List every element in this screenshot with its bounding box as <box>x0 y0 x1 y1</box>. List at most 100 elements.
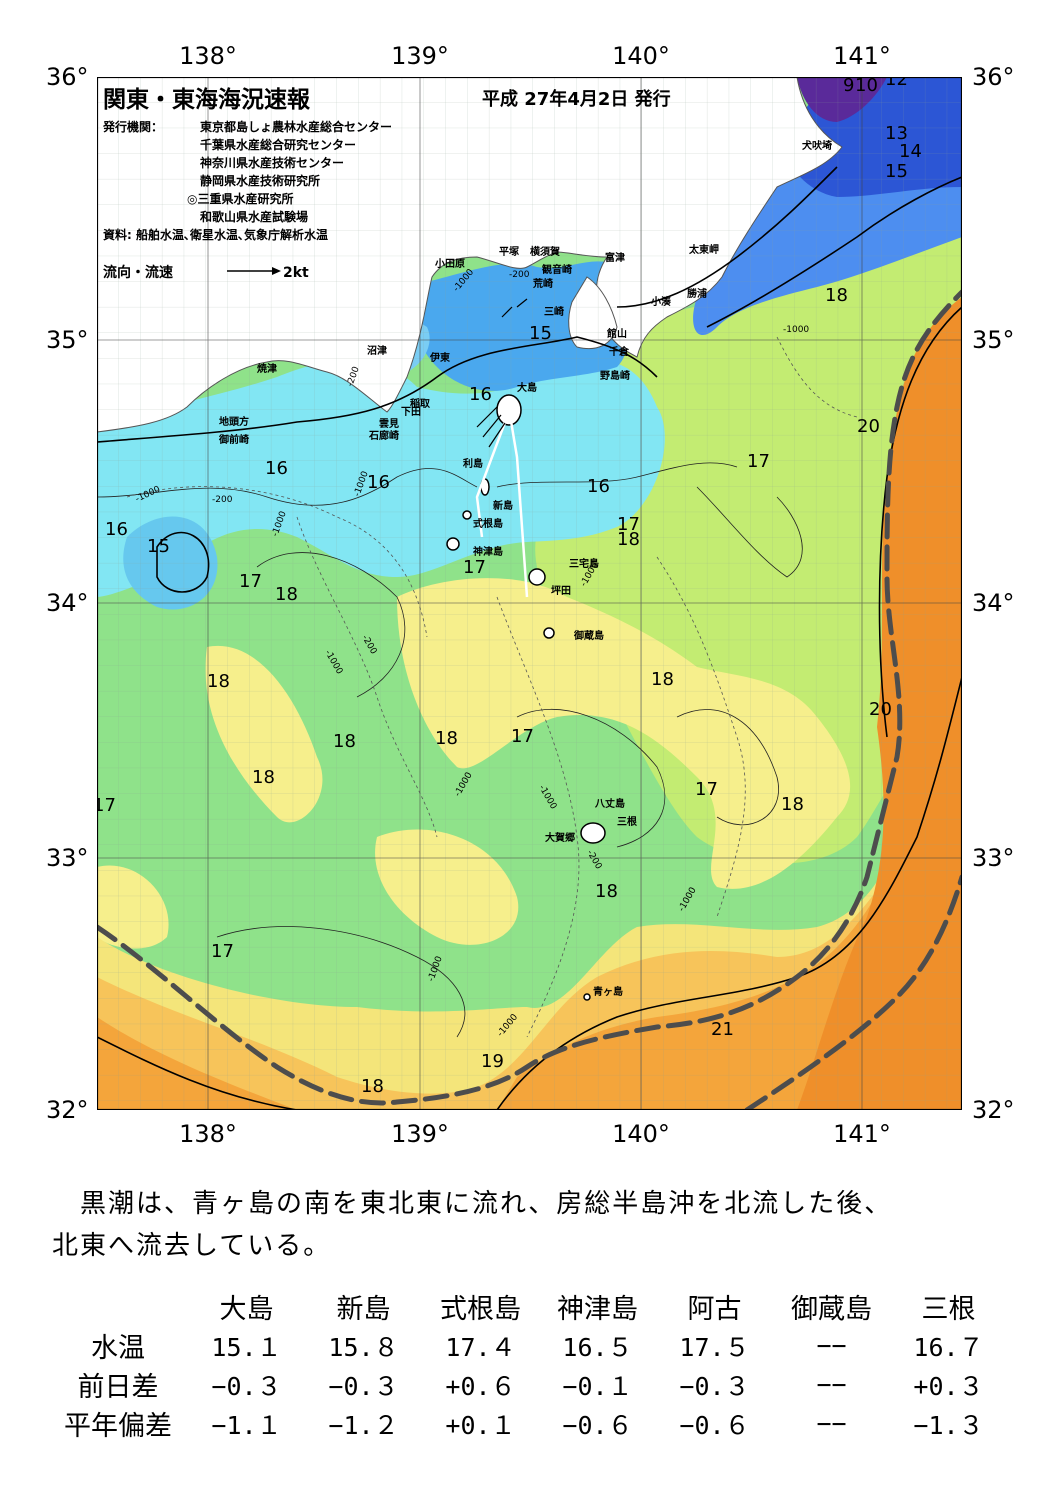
row-label: 平年偏差 <box>64 1411 172 1442</box>
table-cell: 16.７ <box>913 1332 984 1362</box>
place-label: 大賀郷 <box>545 831 575 844</box>
table-cell: −− <box>816 1331 847 1360</box>
place-label: 荒崎 <box>532 277 553 290</box>
lat-tick-left: 35° <box>46 326 89 354</box>
kuroshio-summary: 黒潮は、青ヶ島の南を東北東に流れ、房総半島沖を北流した後、 北東へ流去している。 <box>52 1183 1012 1267</box>
isotherm-label: 12 <box>885 77 908 90</box>
isotherm-label: 18 <box>207 671 230 692</box>
kuroshio-axis <box>97 289 962 1106</box>
isotherm-label: 18 <box>252 767 275 788</box>
lat-tick-right: 32° <box>972 1096 1015 1124</box>
isotherm-label: 18 <box>617 529 640 550</box>
place-label: 青ヶ島 <box>593 985 623 998</box>
issuer: 神奈川県水産技術センター <box>200 155 344 170</box>
table-cell: −− <box>816 1409 847 1438</box>
island-temperature-table: 大島 新島 式根島 神津島 阿古 御蔵島 三根 水温 15.１ 15.８ 17.… <box>48 1287 1007 1443</box>
lat-tick-right: 33° <box>972 844 1015 872</box>
column-header: 式根島 <box>440 1294 521 1325</box>
place-label: 伊東 <box>429 351 450 364</box>
flow-legend-label: 流向・流速 <box>103 264 173 281</box>
isotherm-label: 17 <box>211 941 234 962</box>
isotherm-label: 15 <box>885 161 908 182</box>
table-cell: −1.３ <box>913 1410 984 1440</box>
lat-tick-right: 36° <box>972 63 1015 91</box>
table-cell: −0.３ <box>211 1371 282 1401</box>
place-label: 千倉 <box>609 345 630 358</box>
isotherm-label: 13 <box>885 123 908 144</box>
isotherm-label: 17 <box>239 571 262 592</box>
isotherm-label: 17 <box>617 514 640 535</box>
table-cell: 17.４ <box>445 1332 516 1362</box>
lon-tick-top: 139° <box>391 42 449 70</box>
place-label: 勝浦 <box>687 287 707 300</box>
table-cell: −0.６ <box>562 1410 633 1440</box>
summary-line: 黒潮は、青ヶ島の南を東北東に流れ、房総半島沖を北流した後、 <box>52 1189 893 1219</box>
isotherm-label: 18 <box>435 728 458 749</box>
depth-label: -200 <box>509 270 530 280</box>
isotherm-label: 16 <box>367 472 390 493</box>
depth-label: -200 <box>212 495 233 505</box>
place-label: 三根 <box>617 815 637 828</box>
isotherm-label: 14 <box>899 141 922 162</box>
table-cell: −0.３ <box>328 1371 399 1401</box>
place-label: 稲取 <box>410 397 431 410</box>
issue-date: 平成 27年4月2日 発行 <box>482 88 671 110</box>
table-cell: 17.５ <box>679 1332 750 1362</box>
place-label: 利島 <box>463 457 483 470</box>
place-label: 野島崎 <box>600 369 630 382</box>
table-cell: −− <box>816 1370 847 1399</box>
island-miyakejima <box>528 568 546 586</box>
isotherm-label: 18 <box>595 881 618 902</box>
place-label: 坪田 <box>551 584 571 597</box>
isotherm-label: 16 <box>469 384 492 405</box>
issuer: 東京都島しょ農林水産総合センター <box>200 119 392 134</box>
lon-tick-bottom: 141° <box>833 1120 891 1148</box>
kuroshio-axis-offshore <box>744 874 962 1110</box>
table-row: 平年偏差 −1.１ −1.２ +0.１ −0.６ −0.６ −− −1.３ <box>48 1404 1007 1443</box>
island-shikinejima <box>462 510 472 520</box>
island-kozushima <box>446 537 460 551</box>
table-cell: +0.１ <box>445 1410 516 1440</box>
depth-label: -1000 <box>783 325 809 335</box>
column-header: 御蔵島 <box>791 1294 872 1325</box>
island-aogashima <box>583 993 591 1001</box>
issuer: ◎三重県水産研究所 <box>187 191 293 206</box>
table-cell: −1.２ <box>328 1410 399 1440</box>
sea-temperature-map: 関東・東海海況速報 平成 27年4月2日 発行 発行機関： 東京都島しょ農林水産… <box>97 77 962 1110</box>
place-label: 観音崎 <box>542 263 572 276</box>
isotherm-label: 16 <box>265 458 288 479</box>
place-label: 焼津 <box>257 362 277 375</box>
place-label: 新島 <box>493 499 513 512</box>
isotherm-label: 15 <box>529 323 552 344</box>
flow-legend-arrow-icon <box>227 267 281 275</box>
column-header: 大島 <box>219 1294 274 1325</box>
place-label: 下田 <box>401 406 421 418</box>
table-cell: 16.５ <box>562 1332 633 1362</box>
table-cell: −0.１ <box>562 1371 633 1401</box>
lon-tick-bottom: 140° <box>612 1120 670 1148</box>
isotherm-label: 17 <box>97 795 116 816</box>
lon-tick-top: 141° <box>833 42 891 70</box>
isotherm-label: 16 <box>105 519 128 540</box>
isotherm-label: 17 <box>695 779 718 800</box>
lat-tick-left: 36° <box>46 63 89 91</box>
issuer: 千葉県水産総合研究センター <box>200 137 356 152</box>
isotherm-label: 18 <box>651 669 674 690</box>
table-cell: −0.６ <box>679 1410 750 1440</box>
column-header: 阿古 <box>687 1294 742 1325</box>
place-label: 横須賀 <box>530 245 560 258</box>
isotherm-label: 18 <box>361 1076 384 1097</box>
table-header-row: 大島 新島 式根島 神津島 阿古 御蔵島 三根 <box>48 1287 1007 1326</box>
column-header: 神津島 <box>557 1294 638 1325</box>
lon-tick-top: 138° <box>179 42 237 70</box>
column-header: 新島 <box>336 1294 391 1325</box>
place-label: 小田原 <box>434 257 465 270</box>
isotherm-label: 17 <box>463 557 486 578</box>
place-label: 式根島 <box>473 517 503 530</box>
column-header: 三根 <box>921 1294 976 1325</box>
data-sources: 資料: 船舶水温､衛星水温､気象庁解析水温 <box>103 227 328 242</box>
place-label: 三崎 <box>544 305 564 318</box>
island-mikurajima <box>543 627 555 639</box>
row-label: 水温 <box>91 1333 145 1364</box>
lat-tick-left: 33° <box>46 844 89 872</box>
